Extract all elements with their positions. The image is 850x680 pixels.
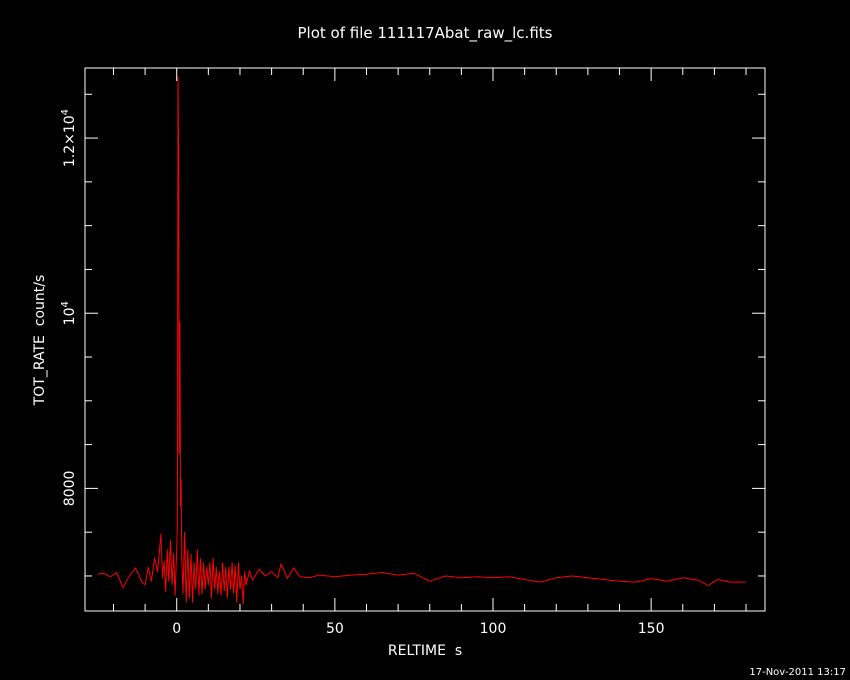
x-axis-label: RELTIME s <box>388 643 462 659</box>
series-line <box>97 76 746 605</box>
x-tick-label: 50 <box>326 621 344 637</box>
series-layer <box>97 76 746 605</box>
plot-frame <box>84 67 766 612</box>
x-tick-labels: 0 50 100 150 <box>172 621 664 637</box>
y-tick-label: 8000 <box>62 471 78 507</box>
x-tick-label: 100 <box>480 621 507 637</box>
y-tick-labels: 8000 104 1.2×104 <box>60 109 78 506</box>
y-axis-label: TOT_RATE count/s <box>32 275 48 407</box>
axis-ticks <box>85 68 765 611</box>
timestamp: 17-Nov-2011 13:17 <box>749 667 846 678</box>
x-tick-label: 150 <box>638 621 665 637</box>
x-tick-label: 0 <box>172 621 181 637</box>
chart-title: Plot of file 111117Abat_raw_lc.fits <box>298 24 553 43</box>
y-tick-label: 1.2×104 <box>60 109 78 167</box>
y-tick-label: 104 <box>60 301 78 325</box>
